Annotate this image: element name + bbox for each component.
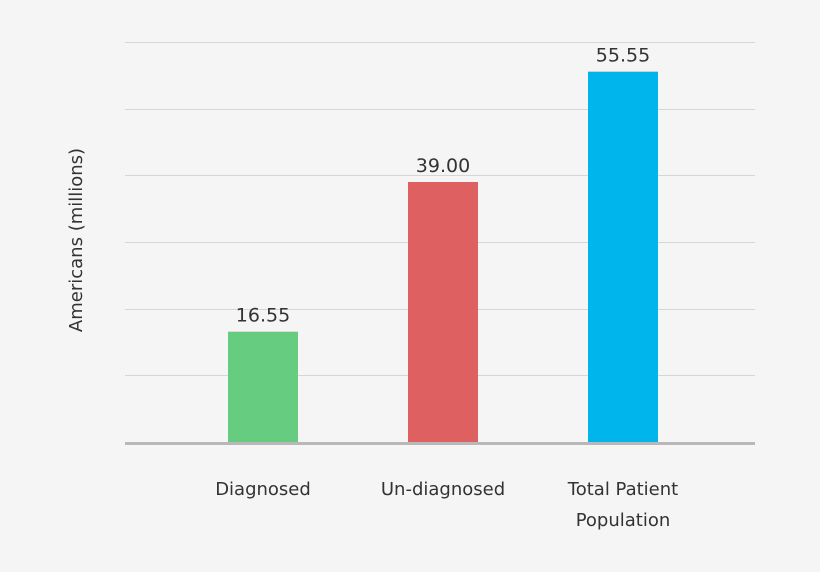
gridlines xyxy=(125,42,755,445)
category-labels: Diagnosed Un-diagnosed Total Patient Popula… xyxy=(215,479,678,531)
category-label: Total Patient xyxy=(567,479,678,500)
category-label: Un-diagnosed xyxy=(381,479,505,500)
bar xyxy=(408,182,478,442)
bars xyxy=(228,71,658,443)
category-label: Population xyxy=(576,510,671,531)
bar xyxy=(588,71,658,443)
value-labels: 16.55 39.00 55.55 xyxy=(236,45,650,327)
data-label: 16.55 xyxy=(236,305,290,327)
bar xyxy=(228,331,298,442)
y-axis-label: Americans (millions) xyxy=(66,148,87,332)
data-label: 55.55 xyxy=(596,45,650,67)
data-label: 39.00 xyxy=(416,155,470,177)
category-label: Diagnosed xyxy=(215,479,311,500)
